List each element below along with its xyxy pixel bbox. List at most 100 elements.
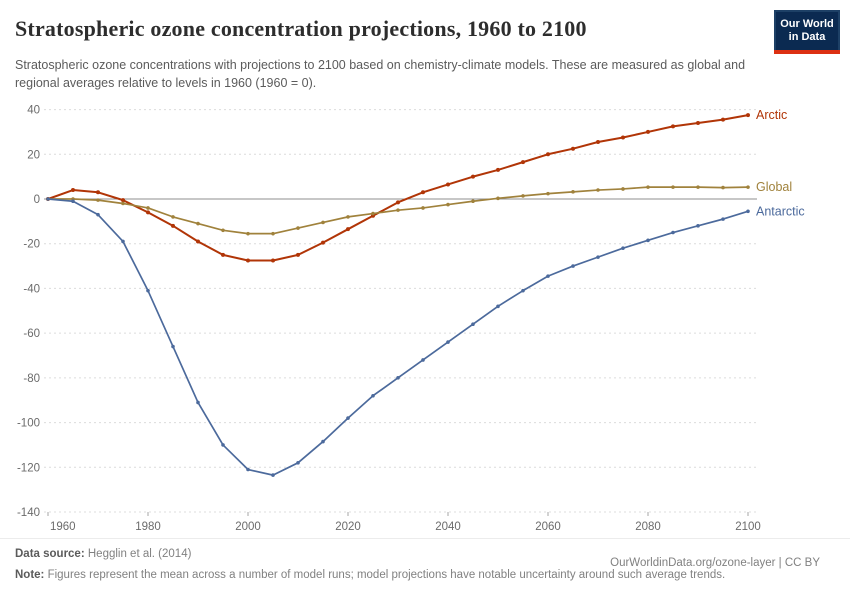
data-point-global-1985 xyxy=(171,215,175,219)
data-source-label: Data source: xyxy=(15,548,85,560)
data-point-global-2030 xyxy=(396,208,400,212)
data-point-global-2020 xyxy=(346,215,350,219)
data-point-antarctic-2060 xyxy=(546,274,550,278)
data-point-arctic-2100 xyxy=(746,113,750,118)
x-tick-label-2060: 2060 xyxy=(535,521,561,533)
data-point-arctic-1990 xyxy=(196,239,200,244)
data-point-arctic-2020 xyxy=(346,227,350,232)
data-point-global-2065 xyxy=(571,190,575,194)
data-point-antarctic-2015 xyxy=(321,439,325,444)
data-point-global-2000 xyxy=(246,231,250,236)
data-point-arctic-1995 xyxy=(221,252,225,257)
data-point-antarctic-1995 xyxy=(221,443,225,447)
data-point-global-2045 xyxy=(471,199,475,204)
y-tick-label--20: -20 xyxy=(23,239,40,251)
data-point-global-2015 xyxy=(321,220,325,225)
data-point-arctic-2095 xyxy=(721,117,725,122)
data-point-arctic-2080 xyxy=(646,129,650,134)
data-point-arctic-2055 xyxy=(521,160,525,165)
data-point-arctic-1985 xyxy=(171,223,175,228)
data-point-arctic-1970 xyxy=(96,190,100,195)
data-point-arctic-2010 xyxy=(296,252,300,257)
data-point-global-1975 xyxy=(121,201,125,206)
chart-footer: Data source: Hegglin et al. (2014) OurWo… xyxy=(0,538,850,600)
data-point-global-2080 xyxy=(646,185,650,189)
y-tick-label-0: 0 xyxy=(34,194,40,206)
footer-note-row: Note: Figures represent the mean across … xyxy=(15,569,835,581)
data-point-arctic-1965 xyxy=(71,188,75,193)
data-point-antarctic-1960 xyxy=(46,197,50,201)
data-point-global-2010 xyxy=(296,226,300,230)
data-point-antarctic-2040 xyxy=(446,340,450,344)
data-point-antarctic-2080 xyxy=(646,238,650,243)
owid-logo[interactable]: Our World in Data xyxy=(774,10,840,50)
data-point-antarctic-2045 xyxy=(471,322,475,326)
data-point-arctic-1975 xyxy=(121,198,125,203)
data-point-global-2100 xyxy=(746,185,750,189)
data-point-global-2005 xyxy=(271,231,275,236)
data-point-antarctic-2030 xyxy=(396,376,400,380)
data-point-antarctic-1965 xyxy=(71,199,75,204)
data-point-global-2070 xyxy=(596,188,600,192)
data-point-antarctic-2085 xyxy=(671,230,675,235)
page-title: Stratospheric ozone concentration projec… xyxy=(15,16,587,41)
data-point-arctic-2065 xyxy=(571,146,575,151)
data-point-arctic-2050 xyxy=(496,167,500,172)
data-point-arctic-2090 xyxy=(696,120,700,125)
footer-source-row: Data source: Hegglin et al. (2014) OurWo… xyxy=(15,548,835,569)
data-point-global-2025 xyxy=(371,211,375,216)
series-label-arctic: Arctic xyxy=(756,108,787,122)
x-tick-label-1980: 1980 xyxy=(135,521,161,533)
data-point-antarctic-1985 xyxy=(171,344,175,349)
data-point-arctic-2015 xyxy=(321,240,325,245)
y-tick-label--40: -40 xyxy=(23,283,40,295)
data-point-antarctic-2010 xyxy=(296,461,300,465)
data-point-antarctic-2090 xyxy=(696,224,700,228)
note-value: Figures represent the mean across a numb… xyxy=(44,569,726,581)
y-tick-label--140: -140 xyxy=(17,507,40,519)
chart-subtitle: Stratospheric ozone concentrations with … xyxy=(15,58,746,91)
data-point-global-1995 xyxy=(221,228,225,233)
data-point-global-2090 xyxy=(696,185,700,189)
data-point-antarctic-2055 xyxy=(521,288,525,293)
data-point-arctic-2005 xyxy=(271,258,275,263)
data-point-global-2055 xyxy=(521,194,525,198)
data-point-global-2035 xyxy=(421,206,425,210)
x-tick-label-2020: 2020 xyxy=(335,521,361,533)
data-point-antarctic-1980 xyxy=(146,288,150,293)
footer-link[interactable]: OurWorldinData.org/ozone-layer | CC BY xyxy=(610,557,820,569)
data-point-global-2095 xyxy=(721,185,725,190)
data-point-arctic-2075 xyxy=(621,135,625,140)
x-tick-label-1960: 1960 xyxy=(50,521,76,533)
y-tick-label-40: 40 xyxy=(27,105,40,117)
data-source-value: Hegglin et al. (2014) xyxy=(84,548,192,560)
data-point-global-1990 xyxy=(196,221,200,226)
data-point-global-1980 xyxy=(146,206,150,210)
y-tick-label-20: 20 xyxy=(27,149,40,161)
chart-area[interactable]: 40 20 0 -20 -40 -60 -80 -100 -120 -140 1960 1980 200… xyxy=(0,95,850,540)
data-point-antarctic-2005 xyxy=(271,473,275,477)
data-point-antarctic-2100 xyxy=(746,209,750,214)
owid-logo-line1: Our World xyxy=(780,18,834,31)
data-point-arctic-2085 xyxy=(671,124,675,129)
data-point-arctic-2060 xyxy=(546,152,550,157)
data-point-antarctic-2020 xyxy=(346,416,350,420)
data-point-arctic-2070 xyxy=(596,139,600,144)
data-point-global-2060 xyxy=(546,191,550,196)
chart-svg[interactable]: 40 20 0 -20 -40 -60 -80 -100 -120 -140 1960 1980 200… xyxy=(0,95,850,540)
data-point-arctic-1980 xyxy=(146,210,150,215)
data-point-antarctic-1970 xyxy=(96,212,100,217)
y-tick-label--100: -100 xyxy=(17,418,40,430)
note-label: Note: xyxy=(15,569,45,581)
series-label-global: Global xyxy=(756,180,792,194)
data-point-global-2050 xyxy=(496,196,500,201)
owid-logo-line2: in Data xyxy=(788,31,826,43)
series-label-antarctic: Antarctic xyxy=(756,204,805,218)
y-tick-label--60: -60 xyxy=(23,328,40,340)
data-point-global-2075 xyxy=(621,187,625,191)
data-point-antarctic-2000 xyxy=(246,467,250,472)
data-point-antarctic-2070 xyxy=(596,255,600,259)
data-point-arctic-2000 xyxy=(246,258,250,263)
x-tick-label-2000: 2000 xyxy=(235,521,261,533)
data-point-antarctic-1975 xyxy=(121,239,125,244)
